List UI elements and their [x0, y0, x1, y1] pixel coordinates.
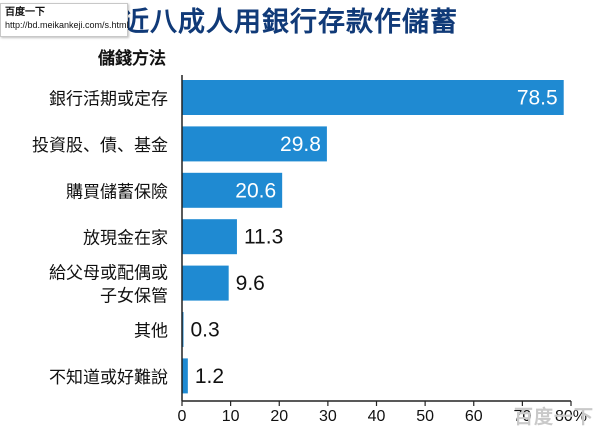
chart-category-heading: 儲錢方法 [98, 49, 166, 69]
bar [182, 172, 283, 208]
category-label: 投資股、債、基金 [32, 136, 168, 156]
page-title: 近八成人用銀行存款作儲蓄 [122, 7, 458, 38]
bar-value-label: 20.6 [235, 179, 276, 202]
x-tick-label: 40 [368, 408, 386, 425]
x-tick-label: 70 [513, 408, 531, 425]
x-tick-label: 80% [555, 408, 587, 425]
bar-value-label: 11.3 [244, 226, 283, 249]
category-label: 其他 [134, 322, 168, 342]
x-tick-label: 0 [178, 408, 187, 425]
x-tick-label: 10 [222, 408, 240, 425]
watermark-text: 百度一下 [513, 406, 594, 428]
bar-value-label: 1.2 [195, 365, 224, 388]
bar-value-label: 0.3 [191, 319, 220, 342]
bar-value-label: 9.6 [236, 272, 265, 295]
browser-link-overlay[interactable]: 百度一下 http://bd.meikankeji.com/s.html [0, 3, 129, 37]
bar [182, 80, 564, 115]
category-label: 子女保管 [100, 287, 168, 307]
bar [182, 265, 229, 301]
x-tick-label: 60 [465, 408, 483, 425]
bar [182, 126, 327, 162]
category-label: 銀行活期或定存 [49, 90, 168, 110]
bar [182, 219, 237, 255]
x-tick-label: 50 [416, 408, 434, 425]
overlay-line1: 百度一下 [5, 7, 45, 18]
category-label: 購買儲蓄保險 [66, 182, 168, 202]
category-label: 不知道或好難說 [49, 368, 168, 388]
bar-value-label: 78.5 [517, 87, 558, 110]
category-label: 放現金在家 [83, 229, 168, 249]
x-tick-label: 20 [270, 408, 288, 425]
bar-value-label: 29.8 [280, 133, 321, 156]
bar [182, 358, 188, 394]
category-label: 給父母或配偶或 [49, 264, 168, 284]
x-tick-label: 30 [319, 408, 337, 425]
overlay-line2[interactable]: http://bd.meikankeji.com/s.html [5, 20, 129, 30]
